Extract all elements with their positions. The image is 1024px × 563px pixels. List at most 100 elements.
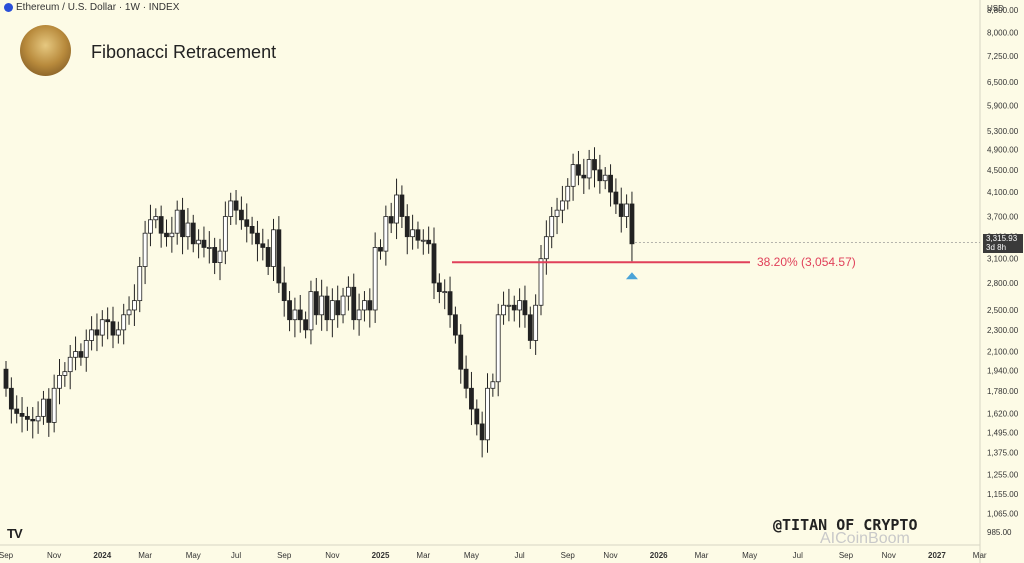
x-tick-label: Mar (695, 551, 709, 560)
candle-body (356, 309, 362, 321)
candle-body (73, 351, 78, 358)
x-tick-label: Jul (514, 551, 524, 560)
y-tick-label: 2,300.00 (987, 326, 1019, 335)
chart-title: Fibonacci Retracement (91, 42, 277, 62)
candle-body (420, 239, 426, 242)
candle-body (527, 314, 533, 341)
site-watermark: AICoinBoom (820, 530, 910, 547)
candle-body (431, 243, 437, 284)
y-tick-label: 3,100.00 (987, 255, 1019, 264)
candle-body (105, 319, 111, 323)
candle-body (238, 209, 244, 221)
candle-body (586, 159, 592, 179)
y-tick-label: 4,900.00 (987, 146, 1019, 155)
candle-body (83, 340, 89, 358)
candle-body (19, 413, 25, 417)
candle-body (511, 304, 517, 311)
candle-body (479, 423, 485, 441)
x-tick-label: Sep (561, 551, 576, 560)
y-tick-label: 7,250.00 (987, 52, 1019, 61)
x-tick-label: Jul (231, 551, 241, 560)
candle-body (345, 286, 351, 297)
candle-body (180, 209, 185, 238)
candle-body (394, 194, 399, 224)
candle-body (35, 415, 41, 422)
candle-body (3, 368, 9, 389)
candle-body (340, 295, 346, 316)
candle-body (249, 225, 255, 234)
candle-body (292, 309, 298, 321)
x-tick-label: Sep (0, 551, 14, 560)
candle-body (506, 304, 512, 307)
candle-body (260, 243, 266, 248)
candle-body (388, 216, 394, 224)
candle-body (190, 222, 196, 245)
candle-body (57, 374, 62, 389)
candle-body (335, 300, 341, 316)
candle-body (522, 300, 528, 316)
candle-body (592, 159, 597, 171)
candle-body (436, 282, 442, 293)
candle-body (281, 282, 287, 302)
candle-body (351, 286, 357, 321)
candle-body (174, 209, 180, 234)
candle-body (613, 191, 619, 205)
candle-body (501, 304, 506, 316)
x-tick-label: Mar (138, 551, 152, 560)
x-tick-label: May (464, 551, 479, 560)
candle-body (319, 295, 325, 316)
candle-body (383, 216, 389, 252)
avatar (20, 25, 71, 76)
candle-body (495, 314, 501, 383)
candle-body (265, 247, 271, 267)
y-tick-label: 4,500.00 (987, 166, 1019, 175)
y-tick-label: 8,800.00 (987, 6, 1019, 15)
x-tick-label: 2024 (93, 551, 111, 560)
candle-body (313, 291, 319, 316)
symbol-header[interactable]: Ethereum / U.S. Dollar · 1W · INDEX (4, 2, 179, 13)
candle-body (153, 216, 159, 221)
candle-body (581, 174, 587, 179)
candle-body (404, 216, 410, 238)
candle-body (142, 232, 148, 267)
y-tick-label: 6,500.00 (987, 78, 1019, 87)
y-tick-label: 1,780.00 (987, 387, 1019, 396)
candle-body (629, 203, 635, 245)
candle-body (196, 239, 202, 245)
candle-body (517, 300, 522, 311)
tradingview-logo[interactable]: TV (7, 526, 23, 541)
candle-body (308, 291, 314, 331)
symbol-line: Ethereum / U.S. Dollar · 1W · INDEX (16, 2, 180, 13)
y-tick-label: 5,900.00 (987, 101, 1019, 110)
candle-body (164, 232, 169, 238)
candle-body (206, 247, 212, 249)
candle-body (303, 319, 309, 331)
currency-label[interactable]: USD (987, 4, 1004, 13)
candle-body (602, 174, 608, 182)
x-tick-label: Sep (839, 551, 854, 560)
x-tick-label: Nov (325, 551, 339, 560)
candle-body (89, 329, 94, 341)
y-tick-label: 985.00 (987, 528, 1012, 537)
current-price: 3,315.93 (986, 233, 1018, 243)
candle-body (533, 304, 539, 341)
x-tick-label: 2026 (650, 551, 668, 560)
candle-body (115, 329, 121, 336)
candle-body (570, 164, 576, 187)
candle-body (137, 266, 143, 302)
x-tick-label: 2025 (372, 551, 390, 560)
candle-body (442, 291, 448, 294)
candle-body (41, 398, 46, 417)
x-tick-label: Jul (793, 551, 803, 560)
candle-body (618, 203, 624, 217)
candle-body (110, 321, 116, 336)
candle-body (217, 250, 223, 263)
candle-body (78, 351, 84, 358)
x-tick-label: Nov (603, 551, 617, 560)
y-tick-label: 2,500.00 (987, 306, 1019, 315)
y-tick-label: 8,000.00 (987, 29, 1019, 38)
candle-body (324, 295, 330, 321)
candle-body (255, 232, 260, 245)
candle-body (126, 309, 132, 316)
